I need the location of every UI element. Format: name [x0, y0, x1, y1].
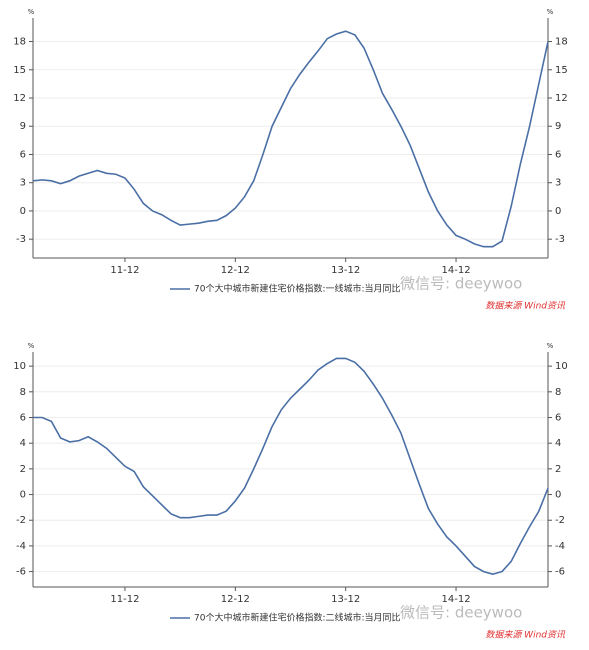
y-tick-label: 4 [20, 438, 26, 449]
y-tick-label: 15 [13, 65, 26, 76]
y2-tick-label: -4 [555, 541, 565, 552]
y-tick-label: 2 [20, 464, 26, 475]
x-tick-label: 13-12 [331, 594, 360, 605]
x-tick-label: 14-12 [442, 265, 471, 276]
y2-tick-label: -2 [555, 515, 565, 526]
y-tick-label: -2 [16, 515, 26, 526]
x-tick-label: 12-12 [221, 594, 250, 605]
watermark: 微信号: deeywoo [400, 604, 522, 622]
y-tick-label: 6 [20, 149, 26, 160]
y2-tick-label: 10 [555, 361, 568, 372]
y-tick-label: 8 [20, 387, 26, 398]
y-tick-label: -3 [16, 234, 26, 245]
y-unit: % [28, 342, 35, 350]
y-tick-label: 0 [20, 206, 26, 217]
y2-tick-label: -6 [555, 567, 565, 578]
y-tick-label: 12 [13, 93, 26, 104]
y-tick-label: -4 [16, 541, 26, 552]
y2-tick-label: 0 [555, 490, 561, 501]
x-tick-label: 13-12 [331, 265, 360, 276]
y2-tick-label: 4 [555, 438, 561, 449]
y2-tick-label: 8 [555, 387, 561, 398]
y2-tick-label: 0 [555, 206, 561, 217]
y-tick-label: -6 [16, 567, 26, 578]
data-line [33, 357, 549, 575]
legend-label: 70个大中城市新建住宅价格指数:二线城市:当月同比 [194, 612, 401, 624]
y2-tick-label: 6 [555, 412, 561, 423]
source-note: 数据来源 Wind资讯 [485, 301, 566, 312]
y-tick-label: 18 [13, 37, 26, 48]
y2-tick-label: 12 [555, 93, 568, 104]
data-line [32, 30, 549, 248]
y2-tick-label: 18 [555, 37, 568, 48]
x-tick-label: 11-12 [110, 594, 139, 605]
y-tick-label: 10 [13, 361, 26, 372]
legend-label: 70个大中城市新建住宅价格指数:一线城市:当月同比 [194, 283, 401, 295]
y2-tick-label: 15 [555, 65, 568, 76]
y2-tick-label: -3 [555, 234, 565, 245]
y2-tick-label: 3 [555, 178, 561, 189]
x-tick-label: 14-12 [442, 594, 471, 605]
y-tick-label: 0 [20, 490, 26, 501]
source-note: 数据来源 Wind资讯 [485, 630, 566, 641]
y2-tick-label: 2 [555, 464, 561, 475]
y-tick-label: 3 [20, 178, 26, 189]
x-tick-label: 11-12 [110, 265, 139, 276]
y2-tick-label: 9 [555, 121, 561, 132]
y2-unit: % [547, 8, 554, 16]
y-unit: % [28, 8, 35, 16]
x-tick-label: 12-12 [221, 265, 250, 276]
y2-tick-label: 6 [555, 149, 561, 160]
y2-unit: % [547, 342, 554, 350]
watermark: 微信号: deeywoo [400, 275, 522, 293]
y-tick-label: 6 [20, 412, 26, 423]
y-tick-label: 9 [20, 121, 26, 132]
